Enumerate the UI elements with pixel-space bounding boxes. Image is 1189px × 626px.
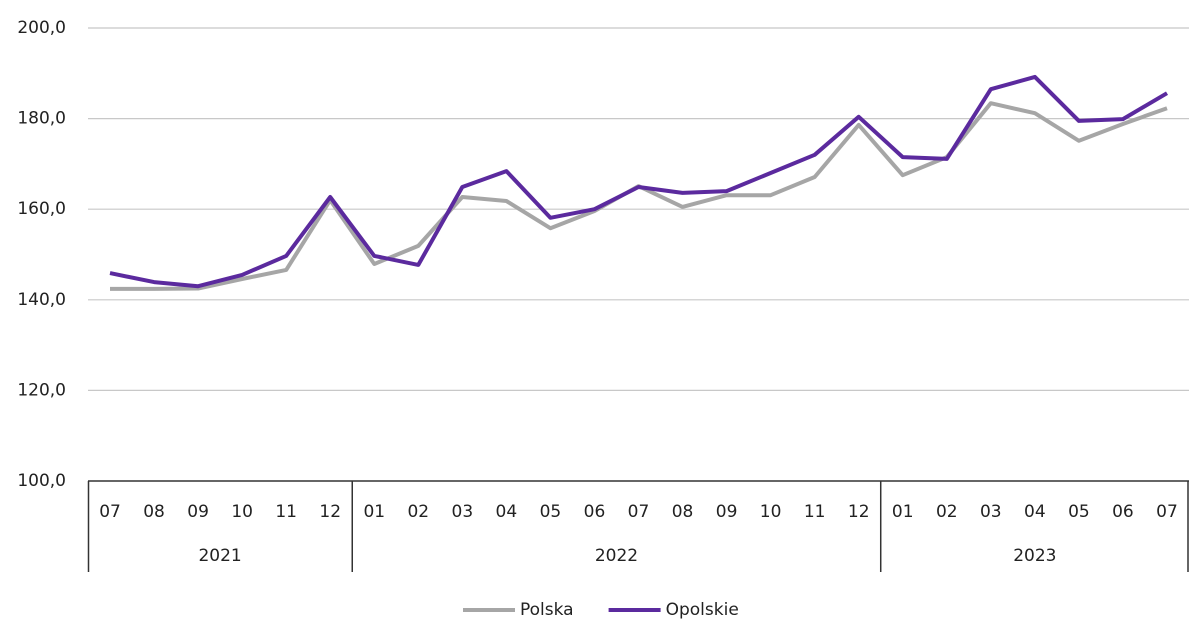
x-tick-label: 10: [231, 502, 253, 522]
x-tick-label: 08: [143, 502, 165, 522]
x-tick-label: 11: [275, 502, 297, 522]
x-tick-label: 02: [936, 502, 958, 522]
x-tick-label: 07: [1156, 502, 1178, 522]
x-group-label: 2023: [1013, 546, 1056, 566]
x-tick-label: 08: [672, 502, 694, 522]
x-tick-label: 10: [760, 502, 782, 522]
x-tick-label: 04: [1024, 502, 1046, 522]
x-tick-label: 05: [1068, 502, 1090, 522]
line-series: [110, 101, 1168, 291]
legend-label: Opolskie: [666, 600, 739, 620]
y-tick-label: 160,0: [17, 199, 66, 219]
x-tick-label: 03: [452, 502, 474, 522]
x-tick-label: 07: [628, 502, 650, 522]
x-tick-label: 01: [892, 502, 914, 522]
x-tick-label: 06: [1112, 502, 1134, 522]
x-tick-label: 04: [496, 502, 518, 522]
x-tick-label: 01: [363, 502, 385, 522]
y-tick-label: 100,0: [17, 471, 66, 491]
x-group-label: 2022: [595, 546, 638, 566]
y-tick-label: 180,0: [17, 109, 66, 129]
line-series: [109, 74, 1169, 289]
x-group-label: 2021: [198, 546, 241, 566]
x-tick-label: 09: [187, 502, 209, 522]
x-tick-label: 02: [407, 502, 429, 522]
x-tick-label: 03: [980, 502, 1002, 522]
x-tick-label: 12: [848, 502, 870, 522]
x-tick-label: 11: [804, 502, 826, 522]
y-tick-label: 140,0: [17, 290, 66, 310]
x-tick-label: 12: [319, 502, 341, 522]
x-tick-label: 09: [716, 502, 738, 522]
x-tick-label: 06: [584, 502, 606, 522]
legend-label: Polska: [520, 600, 574, 620]
y-tick-label: 200,0: [17, 18, 66, 38]
y-tick-label: 120,0: [17, 380, 66, 400]
x-tick-label: 05: [540, 502, 562, 522]
x-tick-label: 07: [99, 502, 121, 522]
